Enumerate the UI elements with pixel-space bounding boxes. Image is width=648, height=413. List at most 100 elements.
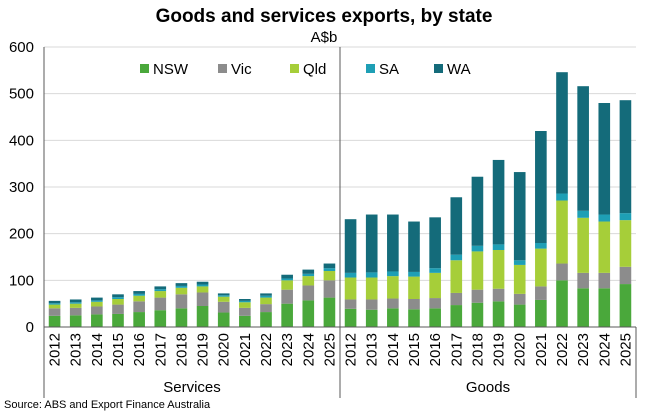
bar-services-2016-sa [133, 293, 145, 296]
bar-goods-2016-sa [429, 268, 441, 273]
bar-services-2020-nsw [217, 312, 230, 327]
x-tick-label: 2013 [364, 333, 381, 366]
bar-goods-2012-sa [344, 272, 357, 278]
bar-goods-2015-qld [408, 276, 420, 299]
bar-goods-2017-sa [450, 254, 463, 261]
bar-goods-2013-qld [365, 277, 378, 300]
bar-goods-2022-nsw [556, 280, 568, 327]
bar-services-2018-sa [175, 285, 188, 288]
bar-goods-2016-nsw [429, 308, 441, 327]
bar-goods-2017-qld [450, 260, 463, 293]
x-tick-label: 2015 [406, 333, 423, 366]
bar-services-2013-nsw [69, 315, 82, 327]
bar-goods-2022-wa [556, 72, 568, 194]
bar-services-2020-wa [217, 293, 230, 296]
y-tick-label: 300 [9, 179, 34, 196]
bar-services-2012-wa [48, 300, 61, 304]
bar-goods-2012-vic [344, 299, 357, 309]
bar-services-2024-wa [302, 269, 315, 274]
bar-services-2016-wa [133, 291, 145, 294]
bar-services-2013-vic [69, 307, 82, 316]
bar-goods-2013-nsw [365, 309, 378, 327]
legend-swatch-wa [434, 64, 443, 73]
bar-services-2017-vic [154, 297, 167, 311]
bar-services-2016-vic [133, 301, 145, 313]
x-tick-label: 2018 [469, 333, 486, 366]
bar-services-2014-wa [91, 297, 103, 301]
bar-services-2024-nsw [302, 300, 315, 327]
bar-goods-2020-sa [513, 260, 526, 265]
bar-goods-2023-nsw [577, 288, 589, 327]
bar-services-2023-vic [281, 289, 293, 304]
x-axis-ticks: 2012 2013 2014 2015 2016 2017 2018 2019 2020 2021… [47, 333, 635, 366]
bar-goods-2013-wa [365, 214, 378, 273]
x-tick-label: 2015 [110, 333, 127, 366]
x-tick-label: 2020 [512, 333, 529, 366]
bar-goods-2020-nsw [513, 304, 526, 327]
x-tick-label: 2014 [385, 333, 402, 366]
bar-goods-2025-sa [619, 213, 632, 221]
x-tick-label: 2024 [596, 333, 613, 366]
bar-goods-2014-qld [387, 276, 399, 299]
x-tick-label: 2022 [554, 333, 571, 366]
bar-services-2014-nsw [91, 314, 103, 327]
bar-goods-2020-vic [513, 293, 526, 305]
source-note: Source: ABS and Export Finance Australia [4, 399, 211, 411]
y-axis-ticks: 0 100 200 300 400 500 600 [9, 39, 34, 336]
legend-label-sa: SA [379, 61, 399, 78]
bar-services-2014-vic [91, 306, 103, 315]
bar-services-2025-nsw [323, 297, 336, 327]
legend: NSW Vic Qld SA WA [140, 61, 471, 78]
bar-goods-2018-sa [471, 245, 484, 252]
bar-goods-2019-vic [492, 288, 505, 302]
bar-services-2017-nsw [154, 310, 167, 327]
bar-goods-2014-nsw [387, 308, 399, 327]
bar-services-2019-qld [196, 286, 209, 293]
chart-title: Goods and services exports, by state [156, 6, 493, 27]
bar-goods-2024-wa [598, 103, 611, 215]
bar-goods-2016-vic [429, 298, 441, 309]
axes [43, 47, 637, 398]
legend-label-vic: Vic [231, 61, 252, 78]
bar-goods-2021-nsw [535, 299, 547, 327]
bar-services-2018-vic [175, 294, 188, 309]
bar-goods-2018-nsw [471, 302, 484, 327]
bar-services-2017-sa [154, 289, 167, 292]
bar-goods-2024-nsw [598, 288, 611, 327]
bar-goods-2023-wa [577, 86, 589, 211]
bar-services-2022-sa [260, 295, 272, 298]
bar-goods-2014-vic [387, 298, 399, 309]
x-tick-label: 2022 [258, 333, 275, 366]
y-tick-label: 500 [9, 86, 34, 103]
bar-services-2013-qld [69, 303, 82, 308]
bar-services-2015-sa [112, 297, 124, 299]
bar-goods-2016-wa [429, 217, 441, 269]
bar-services-2020-sa [217, 295, 230, 297]
x-tick-label: 2018 [173, 333, 190, 366]
unit-label: A$b [311, 29, 338, 46]
bar-services-2024-sa [302, 273, 315, 277]
x-tick-label: 2021 [237, 333, 254, 366]
bar-services-2015-vic [112, 304, 124, 314]
bar-services-2012-nsw [48, 315, 61, 327]
y-tick-label: 400 [9, 132, 34, 149]
x-tick-label: 2023 [575, 333, 592, 366]
bar-services-2017-wa [154, 286, 167, 290]
bar-services-2018-qld [175, 287, 188, 295]
y-tick-label: 200 [9, 226, 34, 243]
bar-services-2015-nsw [112, 313, 124, 327]
bar-services-2018-wa [175, 283, 188, 286]
bar-goods-2016-qld [429, 272, 441, 299]
bar-goods-2015-wa [408, 221, 420, 272]
bar-goods-2019-qld [492, 250, 505, 289]
bar-goods-2012-wa [344, 219, 357, 273]
bar-goods-2012-nsw [344, 308, 357, 327]
bar-goods-2025-qld [619, 220, 632, 267]
bar-goods-2024-sa [598, 214, 611, 222]
group-label-services: Services [163, 379, 221, 396]
bar-services-2022-wa [260, 293, 272, 296]
bar-services-2013-sa [69, 302, 82, 304]
x-tick-label: 2017 [152, 333, 169, 366]
bar-goods-2019-wa [492, 159, 505, 245]
